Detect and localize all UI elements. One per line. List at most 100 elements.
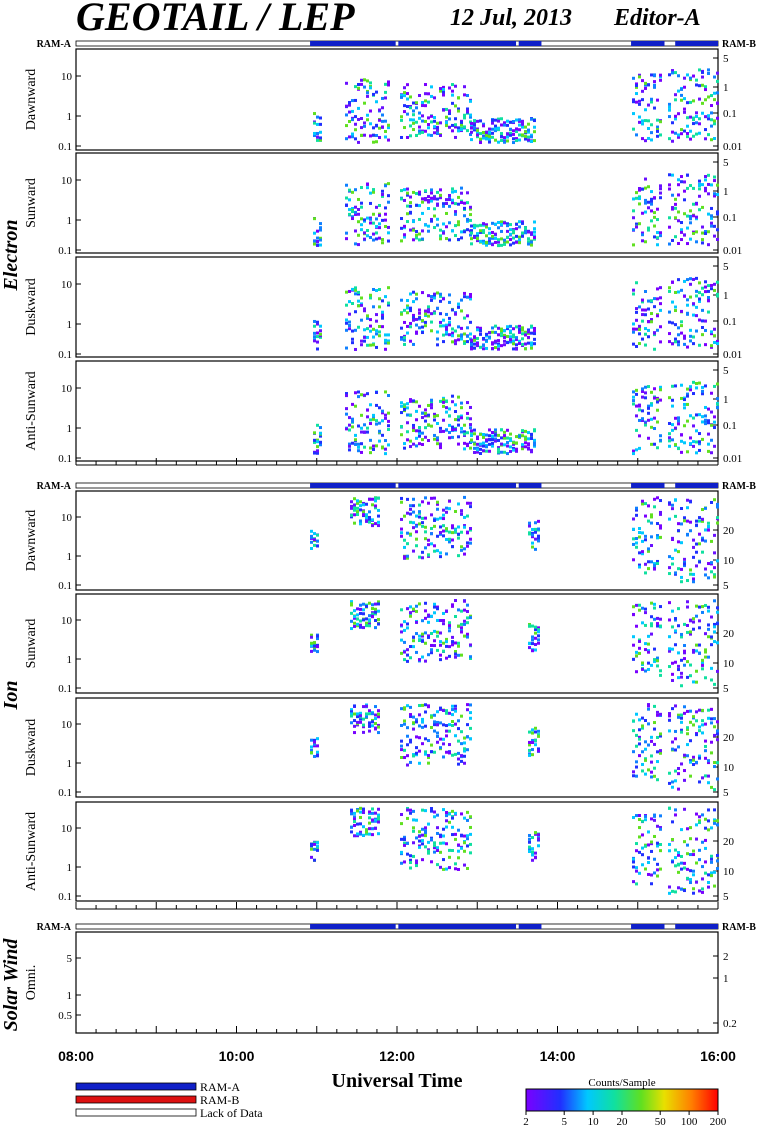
left-tick-label: 1 xyxy=(67,215,73,227)
spectrogram-patch-0-0-4 xyxy=(632,73,662,143)
spectrogram-patch-0-2-1 xyxy=(345,286,390,351)
group-title-solar-wind: Solar Wind xyxy=(0,938,22,1032)
spectrogram-patch-0-0-0 xyxy=(313,112,322,142)
left-tick-label: 10 xyxy=(61,719,73,731)
colorbar-tick-label: 200 xyxy=(710,1116,727,1128)
right-tick-label: 10 xyxy=(723,555,735,567)
x-tick-label-0800: 08:00 xyxy=(58,1048,94,1064)
colorbar-tick-label: 2 xyxy=(523,1116,529,1128)
spectrogram-patch-0-3-5 xyxy=(668,380,719,455)
panel-label: Omni. xyxy=(24,965,39,1000)
left-tick-label: 10 xyxy=(61,279,73,291)
spectrogram-patch-0-3-1 xyxy=(345,390,390,456)
ram-bar-right-label: RAM-B xyxy=(722,922,756,933)
spectrogram-patch-1-0-0 xyxy=(310,529,319,550)
left-tick-label: 5 xyxy=(67,953,73,965)
left-tick-label: 1 xyxy=(67,862,73,874)
left-tick-label: 0.5 xyxy=(58,1010,72,1022)
spectrogram-patch-1-1-4 xyxy=(632,601,662,677)
left-tick-label: 1 xyxy=(67,423,73,435)
left-tick-label: 10 xyxy=(61,823,73,835)
spectrogram-patch-1-1-1 xyxy=(350,600,380,631)
colorbar-title: Counts/Sample xyxy=(588,1077,655,1089)
spectrogram-patch-0-1-4 xyxy=(632,177,662,247)
colorbar-tick-label: 5 xyxy=(561,1116,567,1128)
spectrogram-patch-0-0-1 xyxy=(345,78,390,144)
spectrogram-patch-1-3-5 xyxy=(668,806,719,895)
ram-segment-1-3 xyxy=(631,483,665,488)
left-tick-label: 0.1 xyxy=(58,349,72,361)
spectrogram-patch-0-0-3 xyxy=(470,117,536,145)
right-tick-label: 20 xyxy=(723,732,735,744)
spectrogram-patch-1-1-0 xyxy=(310,633,319,654)
panel-label: Sunward xyxy=(24,619,39,669)
spectrogram-patch-0-2-0 xyxy=(313,319,322,351)
ram-segment-0-0 xyxy=(310,41,396,46)
ram-segment-2-2 xyxy=(518,924,542,929)
colorbar-tick-label: 100 xyxy=(681,1116,698,1128)
panel-frame-1-3 xyxy=(75,801,719,902)
spectrogram-patch-1-3-4 xyxy=(632,813,662,886)
ram-bar-1 xyxy=(75,482,719,489)
ram-segment-1-2 xyxy=(518,483,542,488)
panel-frame-0-3 xyxy=(75,360,719,462)
left-tick-label: 0.1 xyxy=(58,245,72,257)
ram-bar-2 xyxy=(75,923,719,930)
spectrogram-patch-1-2-1 xyxy=(350,703,380,735)
right-tick-label: 1 xyxy=(723,82,729,94)
ram-bar-0 xyxy=(75,40,719,47)
instrument-title: GEOTAIL / LEP xyxy=(76,0,355,39)
spectrogram-patch-0-0-5 xyxy=(668,68,719,143)
left-tick-label: 0.1 xyxy=(58,580,72,592)
panel-frame-1-1 xyxy=(75,593,719,694)
right-tick-label: 5 xyxy=(723,580,729,592)
right-tick-label: 0.1 xyxy=(723,420,737,432)
left-tick-label: 1 xyxy=(67,111,73,123)
date-label: 12 Jul, 2013 xyxy=(450,5,572,31)
panels-layer: RAM-A RAM-B Dawnward 10 1 0.1 5 1 0.1 0.01 Sunward… xyxy=(24,39,756,1034)
spectrogram-patch-1-2-0 xyxy=(310,737,319,758)
spectrogram-patch-1-1-3 xyxy=(528,622,540,653)
colorbar-tick-label: 20 xyxy=(617,1116,629,1128)
x-tick-label-1200: 12:00 xyxy=(379,1048,415,1064)
left-tick-label: 0.1 xyxy=(58,453,72,465)
x-axis-title: Universal Time xyxy=(332,1070,463,1092)
spectrogram-patch-1-3-2 xyxy=(400,806,472,871)
left-tick-label: 0.1 xyxy=(58,141,72,153)
panel-frame-1-0 xyxy=(75,490,719,591)
legend-label-lack-of-data: Lack of Data xyxy=(200,1106,263,1120)
spectrogram-patch-1-3-0 xyxy=(310,840,319,862)
right-tick-label: 1 xyxy=(723,186,729,198)
colorbar-tick-label: 10 xyxy=(588,1116,600,1128)
ram-bar-right-label: RAM-B xyxy=(722,481,756,492)
spectrogram-patch-0-3-4 xyxy=(632,385,662,456)
right-tick-label: 1 xyxy=(723,973,729,985)
spectrogram-patch-1-2-2 xyxy=(400,703,472,767)
spectrogram-patch-1-0-4 xyxy=(632,496,662,575)
right-tick-label: 2 xyxy=(723,951,729,963)
spectrogram-patch-0-2-2 xyxy=(400,290,472,347)
x-tick-label-1600: 16:00 xyxy=(700,1048,736,1064)
ram-bar-left-label: RAM-A xyxy=(37,481,72,492)
left-tick-label: 0.1 xyxy=(58,891,72,903)
right-tick-label: 0.01 xyxy=(723,141,742,153)
panel-frame-0-0 xyxy=(75,48,719,151)
right-tick-label: 5 xyxy=(723,891,729,903)
legend-swatch-ram-a xyxy=(75,1082,197,1091)
colorbar-tick-label: 50 xyxy=(655,1116,667,1128)
right-tick-label: 0.1 xyxy=(723,212,737,224)
group-title-electron: Electron xyxy=(0,219,22,291)
spectrogram-patch-1-1-5 xyxy=(668,599,719,688)
ram-segment-1-4 xyxy=(675,483,718,488)
right-tick-label: 10 xyxy=(723,762,735,774)
right-tick-label: 0.1 xyxy=(723,108,737,120)
spectrogram-patch-1-0-5 xyxy=(668,498,719,584)
panel-label: Sunward xyxy=(24,178,39,228)
spectrogram-patch-1-1-2 xyxy=(400,598,472,663)
right-tick-label: 5 xyxy=(723,787,729,799)
x-tick-label-1000: 10:00 xyxy=(219,1048,255,1064)
spectrogram-patch-1-3-1 xyxy=(350,806,380,838)
ram-segment-2-0 xyxy=(310,924,396,929)
ram-segment-2-1 xyxy=(398,924,517,929)
